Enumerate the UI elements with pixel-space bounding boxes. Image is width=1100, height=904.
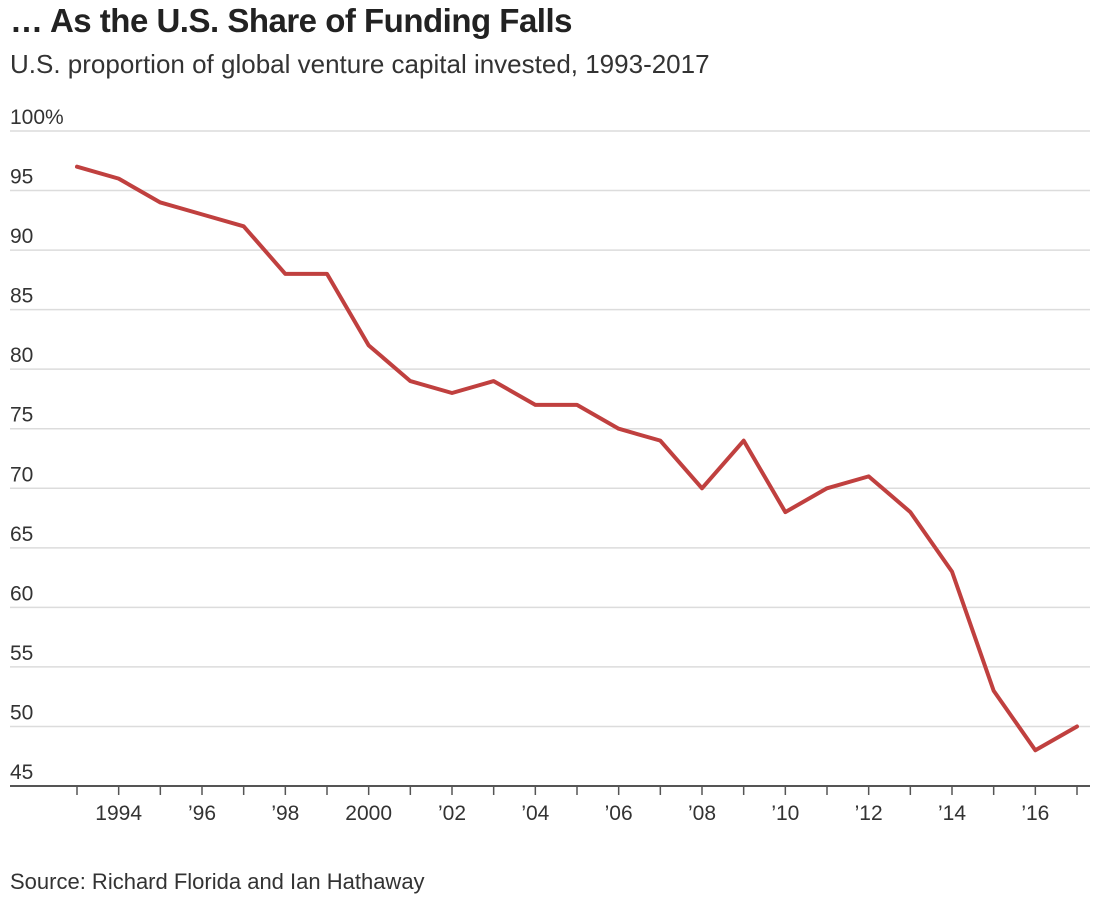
chart-title: … As the U.S. Share of Funding Falls [10, 2, 573, 39]
x-tick-label: 1994 [95, 802, 142, 825]
grid-lines [10, 130, 1090, 728]
x-axis-ticks: 1994 ’96 ’98 2000 ’02 ’04 ’06 ’08 ’10 ’12 ’14 ’16 [76, 786, 1078, 825]
y-tick-label: 100% [10, 106, 64, 129]
x-tick-label: ’12 [855, 802, 883, 825]
y-tick-label: 85 [10, 285, 33, 308]
y-tick-label: 70 [10, 463, 33, 486]
x-tick-label: ’10 [771, 802, 799, 825]
y-tick-label: 60 [10, 582, 33, 605]
x-tick-label: ’14 [938, 802, 966, 825]
x-tick-label: ’06 [605, 802, 633, 825]
chart-subtitle: U.S. proportion of global venture capita… [10, 49, 710, 79]
series-line-0 [75, 164, 1079, 753]
x-tick-label: ’04 [521, 802, 549, 825]
series-lines [75, 164, 1079, 753]
y-tick-label: 90 [10, 225, 33, 248]
y-axis-tick-labels: 100% 95 90 85 80 75 70 65 60 55 50 45 [10, 106, 64, 784]
chart-source: Source: Richard Florida and Ian Hathaway [10, 869, 425, 894]
y-tick-label: 45 [10, 761, 33, 784]
y-tick-label: 80 [10, 344, 33, 367]
y-tick-label: 95 [10, 166, 33, 189]
x-tick-label: ’02 [438, 802, 466, 825]
x-tick-label: ’16 [1021, 802, 1049, 825]
x-tick-label: 2000 [345, 802, 392, 825]
x-tick-label: ’98 [271, 802, 299, 825]
y-tick-label: 55 [10, 642, 33, 665]
y-tick-label: 50 [10, 701, 33, 724]
y-tick-label: 75 [10, 404, 33, 427]
y-tick-label: 65 [10, 523, 33, 546]
x-tick-label: ’96 [188, 802, 216, 825]
x-tick-label: ’08 [688, 802, 716, 825]
